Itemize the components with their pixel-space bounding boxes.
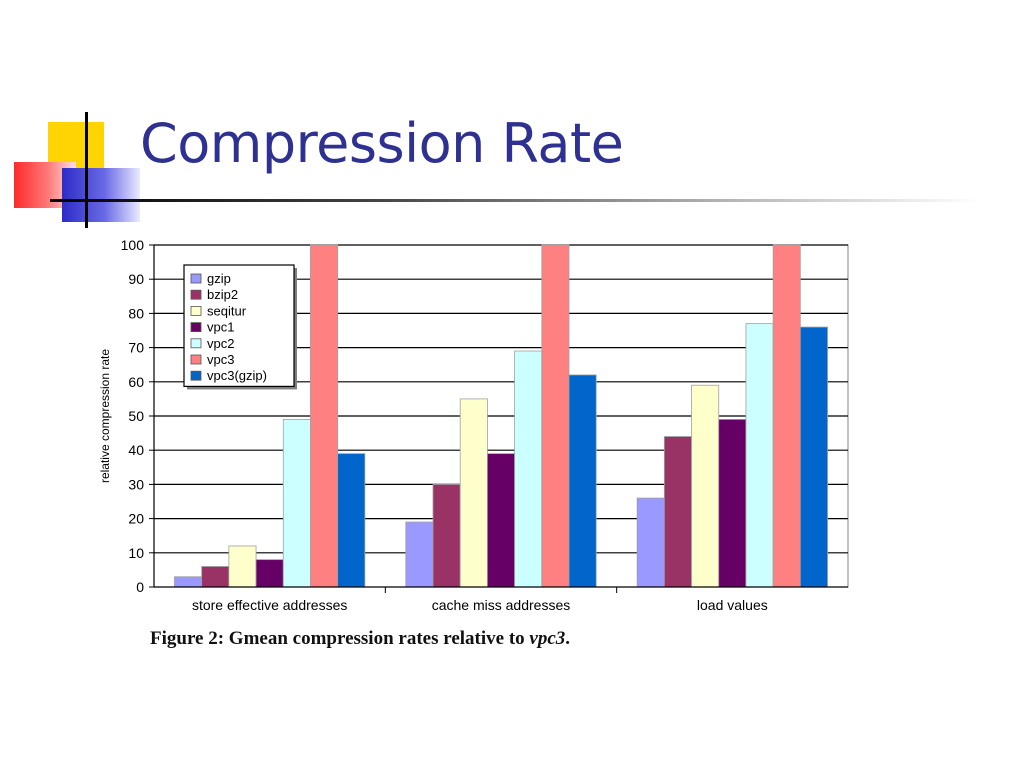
y-tick-label: 80 xyxy=(128,305,144,321)
y-tick-label: 30 xyxy=(128,476,144,492)
decor-vertical-line xyxy=(85,112,88,228)
legend-label: vpc2 xyxy=(207,336,234,351)
bar-vpc2-1 xyxy=(282,419,311,588)
legend-label: vpc3(gzip) xyxy=(207,368,267,383)
y-tick-label: 60 xyxy=(128,374,144,390)
legend-swatch-bzip2 xyxy=(190,289,202,300)
legend-box xyxy=(183,264,295,388)
decor-blue-square xyxy=(62,168,140,222)
legend-swatch-gzip xyxy=(190,273,202,284)
bar-bzip2-3 xyxy=(663,436,692,588)
legend-swatch-vpc3 xyxy=(190,354,202,365)
legend-label: gzip xyxy=(207,271,231,286)
bar-seqitur-1 xyxy=(228,545,257,588)
bar-vpc1-3 xyxy=(718,419,747,588)
x-tick-label: cache miss addresses xyxy=(432,597,571,613)
caption-suffix: . xyxy=(565,628,571,649)
figure-caption: Figure 2: Gmean compression rates relati… xyxy=(150,628,570,650)
y-tick-label: 0 xyxy=(136,579,144,595)
bar-bzip2-1 xyxy=(201,566,230,588)
bar-vpc3-3 xyxy=(772,244,801,588)
bar-gzip-1 xyxy=(174,576,203,588)
bar-seqitur-2 xyxy=(459,398,488,588)
bars xyxy=(174,244,828,588)
legend-label: seqitur xyxy=(207,303,247,318)
y-tick-label: 90 xyxy=(128,271,144,287)
legend-label: vpc3 xyxy=(207,352,234,367)
bar-gzip-2 xyxy=(405,521,434,588)
y-tick-label: 40 xyxy=(128,442,144,458)
caption-prefix: Figure 2: Gmean compression rates relati… xyxy=(150,628,530,649)
y-tick-labels: 0 10 20 30 40 50 60 70 80 90 100 xyxy=(121,237,145,595)
legend-label: vpc1 xyxy=(207,320,234,335)
bar-chart: 0 10 20 30 40 50 60 70 80 90 100 store effective a… xyxy=(98,237,849,613)
slide-title: Compression Rate xyxy=(140,112,624,175)
legend-swatch-vpc2 xyxy=(190,338,202,349)
bar-vpc3-gzip--1 xyxy=(337,453,366,588)
y-tick-label: 100 xyxy=(121,237,145,253)
legend-swatch-seqitur xyxy=(190,306,202,316)
bar-vpc3-gzip--2 xyxy=(568,374,597,588)
bar-vpc1-1 xyxy=(255,559,284,588)
bar-vpc1-2 xyxy=(486,453,515,588)
bar-gzip-3 xyxy=(636,497,665,588)
bar-vpc3-gzip--3 xyxy=(799,326,828,588)
x-tick-labels: store effective addresses cache miss addr… xyxy=(192,597,768,613)
y-tick-label: 70 xyxy=(128,340,144,356)
axes xyxy=(149,244,848,593)
y-tick-label: 50 xyxy=(128,408,144,424)
y-axis-label: relative compression rate xyxy=(98,349,112,483)
bar-vpc3-2 xyxy=(541,244,570,588)
legend-swatch-vpc3-gzip- xyxy=(190,370,202,381)
x-tick-label: store effective addresses xyxy=(192,597,347,613)
bar-bzip2-2 xyxy=(432,483,461,588)
y-tick-label: 10 xyxy=(128,545,144,561)
caption-emphasis: vpc3 xyxy=(529,628,566,649)
bar-vpc2-2 xyxy=(514,350,543,588)
y-tick-label: 20 xyxy=(128,511,144,527)
title-underline xyxy=(50,199,980,202)
bar-vpc3-1 xyxy=(310,244,339,588)
legend-swatch-vpc1 xyxy=(190,322,202,332)
legend-label: bzip2 xyxy=(207,287,238,302)
x-tick-label: load values xyxy=(697,597,768,613)
bar-seqitur-3 xyxy=(691,384,720,588)
bar-vpc2-3 xyxy=(745,323,774,588)
